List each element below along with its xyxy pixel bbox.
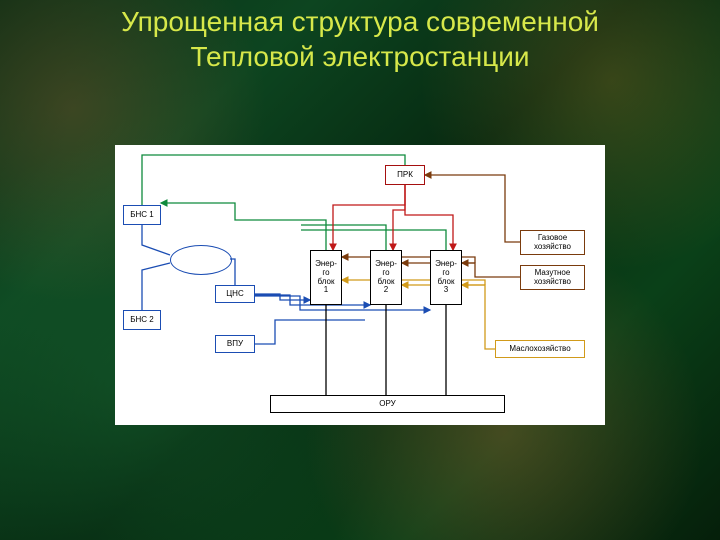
edge-15 (462, 263, 520, 277)
edge-12 (393, 185, 405, 250)
edge-3 (255, 294, 310, 300)
title-line-1: Упрощенная структура современной (121, 6, 599, 37)
edge-10 (301, 230, 446, 250)
edge-0 (142, 225, 170, 255)
reservoir-ellipse (170, 245, 232, 275)
edge-6 (255, 320, 365, 344)
node-prk: ПРК (385, 165, 425, 185)
node-eb2: Энер-гоблок2 (370, 250, 402, 305)
edge-11 (333, 185, 405, 250)
node-cns: ЦНС (215, 285, 255, 303)
edge-7 (142, 155, 405, 205)
edge-9 (301, 225, 386, 250)
slide: Упрощенная структура современной Теплово… (0, 0, 720, 540)
node-oru: ОРУ (270, 395, 505, 413)
edge-20 (342, 280, 485, 285)
slide-title: Упрощенная структура современной Теплово… (0, 4, 720, 74)
edge-18 (462, 285, 495, 349)
node-gas: Газовоехозяйство (520, 230, 585, 255)
edge-8 (161, 203, 326, 250)
node-oil: Маслохозяйство (495, 340, 585, 358)
diagram-panel: БНС 1 БНС 2 ЦНС ВПУ ПРК Энер-гоблок1 Энер-гобл… (115, 145, 605, 425)
node-vpu: ВПУ (215, 335, 255, 353)
edge-5 (255, 296, 430, 310)
title-line-2: Тепловой электростанции (190, 41, 529, 72)
node-maz: Мазутноехозяйство (520, 265, 585, 290)
edge-13 (405, 185, 453, 250)
edge-14 (425, 175, 520, 242)
node-bns1: БНС 1 (123, 205, 161, 225)
node-bns2: БНС 2 (123, 310, 161, 330)
node-eb3: Энер-гоблок3 (430, 250, 462, 305)
edge-1 (142, 263, 170, 310)
node-eb1: Энер-гоблок1 (310, 250, 342, 305)
